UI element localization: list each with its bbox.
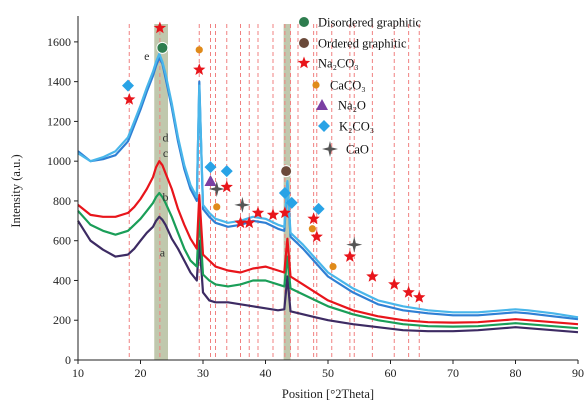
curve-label-e: e xyxy=(144,49,149,63)
shaded-region-0 xyxy=(154,24,168,360)
diamond-marker xyxy=(220,165,233,178)
star-marker xyxy=(251,206,265,219)
star-marker xyxy=(278,206,292,219)
curve-label-b: b xyxy=(163,190,169,204)
x-tick-label: 50 xyxy=(322,366,334,380)
star-marker xyxy=(123,93,136,105)
star-marker xyxy=(153,21,167,34)
y-axis-title: Intensity (a.u.) xyxy=(9,154,23,227)
curve-label-c: c xyxy=(163,146,168,160)
legend-label-diamond: K₂CO₃ xyxy=(339,120,374,134)
legend-label-cross: CaO xyxy=(346,143,369,157)
y-tick-label: 1000 xyxy=(47,154,71,168)
x-tick-label: 40 xyxy=(260,366,272,380)
ordered-marker xyxy=(280,165,293,178)
star-marker xyxy=(388,277,401,290)
x-tick-label: 80 xyxy=(510,366,522,380)
x-tick-label: 30 xyxy=(197,366,209,380)
series-a-line xyxy=(77,215,579,334)
series-lines xyxy=(77,52,579,334)
y-tick-label: 1200 xyxy=(47,114,71,128)
cross-marker xyxy=(208,181,225,198)
caco3-marker xyxy=(213,203,221,211)
caco3-marker xyxy=(308,225,316,233)
legend-label-disordered: Disordered graphitic xyxy=(318,16,422,30)
star-marker xyxy=(413,290,426,303)
y-tick-label: 400 xyxy=(53,273,71,287)
star-marker xyxy=(234,216,247,229)
caco3-marker xyxy=(329,262,337,271)
x-tick-label: 60 xyxy=(385,366,397,380)
x-tick-label: 70 xyxy=(447,366,459,380)
y-tick-label: 1400 xyxy=(47,75,71,89)
curve-label-d: d xyxy=(163,130,169,144)
legend-marker-caco3 xyxy=(312,81,320,89)
diamond-marker xyxy=(278,186,291,199)
diamond-marker xyxy=(285,196,298,209)
cross-marker xyxy=(346,236,363,253)
series-c-line xyxy=(77,160,579,326)
curve-label-a: a xyxy=(160,246,166,260)
y-tick-label: 600 xyxy=(53,234,71,248)
diamond-marker xyxy=(312,202,325,215)
legend-label-caco3: CaCO₃ xyxy=(330,79,366,93)
legend-marker-triangle xyxy=(316,99,328,110)
star-marker xyxy=(366,270,379,282)
x-tick-label: 20 xyxy=(135,366,147,380)
legend-marker-ordered xyxy=(298,37,310,49)
x-axis-title: Position [°2Theta] xyxy=(282,387,374,401)
star-marker xyxy=(220,180,233,193)
y-tick-label: 1600 xyxy=(47,35,71,49)
phase-markers xyxy=(122,21,426,303)
diamond-marker xyxy=(204,161,217,174)
star-marker xyxy=(307,212,320,225)
legend-label-ordered: Ordered graphitic xyxy=(318,37,407,51)
x-tick-label: 90 xyxy=(572,366,584,380)
legend-marker-cross xyxy=(322,141,338,157)
legend-marker-star xyxy=(297,56,311,69)
series-b-line xyxy=(77,191,579,330)
legend-marker-diamond xyxy=(318,120,330,132)
star-marker xyxy=(343,250,357,262)
caco3-marker xyxy=(195,46,203,54)
diamond-marker xyxy=(122,79,134,92)
legend-label-triangle: Na₂O xyxy=(338,99,366,113)
star-marker xyxy=(266,208,280,221)
series-e-line xyxy=(77,52,579,319)
y-tick-label: 0 xyxy=(65,353,71,367)
legend-marker-disordered xyxy=(298,16,310,28)
star-marker xyxy=(243,216,256,229)
x-tick-label: 10 xyxy=(72,366,84,380)
star-marker xyxy=(310,230,323,242)
series-d-line xyxy=(77,56,579,321)
y-tick-label: 200 xyxy=(53,313,71,327)
y-tick-label: 800 xyxy=(53,194,71,208)
star-marker xyxy=(402,285,415,298)
triangle-marker xyxy=(204,175,217,187)
ticks: 10 20 30 40 50 60 70 80 90 0 200 400 600 800 1000 1200 1… xyxy=(47,35,584,380)
curve-labels: a b cd e xyxy=(144,49,168,260)
legend-label-star: Na₂CO₃ xyxy=(318,57,359,71)
legend: Disordered graphitic Ordered graphitic Na₂… xyxy=(297,16,422,157)
disordered-marker xyxy=(156,41,169,54)
cross-marker xyxy=(234,196,251,213)
star-marker xyxy=(193,63,206,75)
